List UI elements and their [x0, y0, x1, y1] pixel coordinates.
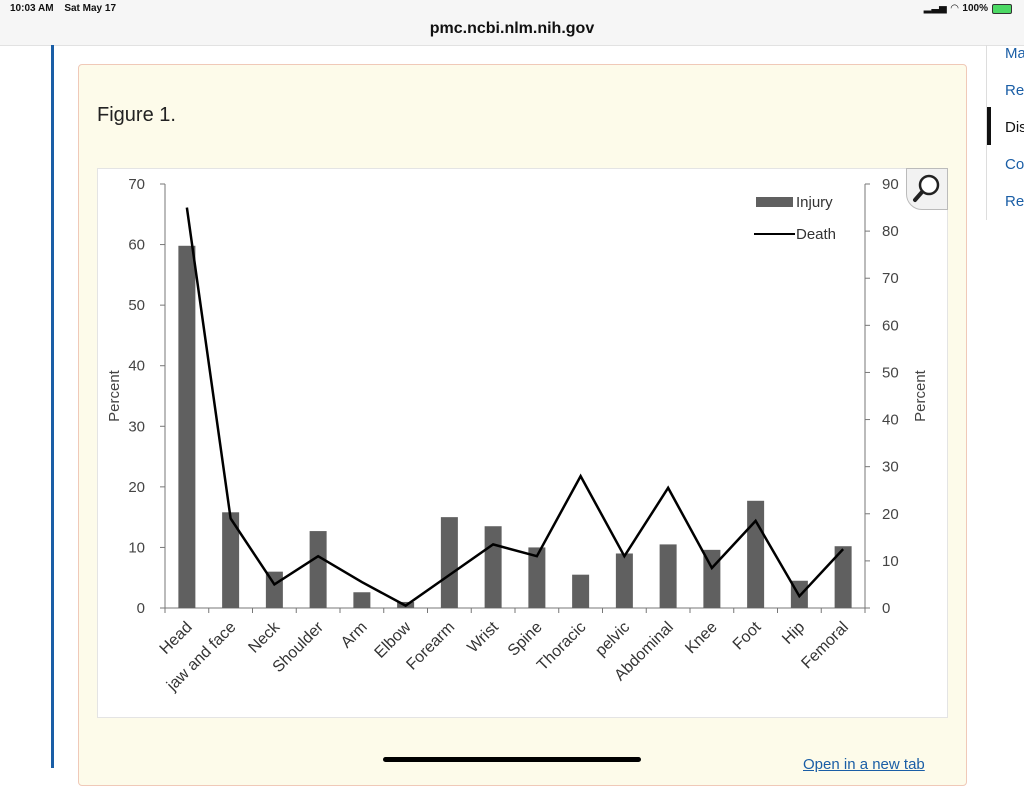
- status-left: 10:03 AM Sat May 17: [10, 3, 124, 14]
- battery-percent: 100%: [962, 3, 988, 14]
- bar-injury: [572, 575, 589, 608]
- line-death: [187, 208, 843, 606]
- x-tick-label: Hip: [779, 619, 808, 648]
- bar-injury: [310, 531, 327, 608]
- y-tick-label-right: 0: [882, 600, 890, 617]
- x-tick-label: Elbow: [372, 618, 415, 661]
- y-tick-label-right: 90: [882, 176, 899, 193]
- article-side-rule: [51, 45, 54, 768]
- y-tick-label-left: 0: [137, 600, 145, 617]
- nav-item-results[interactable]: Res: [1005, 82, 1024, 99]
- y-axis-title-right: Percent: [912, 369, 929, 422]
- section-nav: Ma Res Dis Co Ref: [986, 45, 1024, 220]
- y-tick-label-left: 40: [128, 358, 145, 375]
- wifi-icon: ◠: [951, 3, 959, 14]
- url-text[interactable]: pmc.ncbi.nlm.nih.gov: [430, 20, 594, 37]
- bar-injury: [747, 501, 764, 608]
- chart-container: 0 10 20 30 40 50 60 70 0 10 20 30 40 50 60 70 80 90 Percen…: [97, 168, 948, 718]
- bar-injury: [660, 544, 677, 608]
- chart-svg: 0 10 20 30 40 50 60 70 0 10 20 30 40 50 60 70 80 90 Percen…: [98, 169, 947, 717]
- y-tick-label-right: 40: [882, 412, 899, 429]
- x-tick-label: Spine: [505, 619, 546, 660]
- legend-label-injury: Injury: [796, 194, 833, 211]
- status-date: Sat May 17: [64, 3, 116, 14]
- x-tick-label: pelvic: [592, 619, 633, 660]
- y-tick-label-left: 20: [128, 479, 145, 496]
- y-tick-label-right: 70: [882, 270, 899, 287]
- y-axis-title-left: Percent: [106, 369, 123, 422]
- legend-swatch-injury: [756, 197, 793, 207]
- y-tick-label-left: 60: [128, 237, 145, 254]
- signal-icon: ▂▃▅: [924, 3, 947, 14]
- bar-injury: [616, 553, 633, 608]
- y-tick-label-right: 20: [882, 506, 899, 523]
- magnifier-icon: [907, 169, 947, 209]
- bar-injury: [441, 517, 458, 608]
- y-tick-label-left: 10: [128, 539, 145, 556]
- y-tick-label-left: 50: [128, 297, 145, 314]
- legend-label-death: Death: [796, 226, 836, 243]
- nav-active-indicator: [987, 107, 991, 145]
- y-tick-label-right: 30: [882, 459, 899, 476]
- status-right: ▂▃▅ ◠ 100%: [924, 3, 1012, 14]
- y-tick-label-right: 50: [882, 364, 899, 381]
- x-tick-label: Wrist: [464, 618, 502, 656]
- address-bar[interactable]: pmc.ncbi.nlm.nih.gov: [0, 18, 1024, 46]
- y-tick-label-left: 30: [128, 418, 145, 435]
- x-tick-label: Forearm: [403, 619, 458, 674]
- nav-item-methods[interactable]: Ma: [1005, 45, 1024, 62]
- figure-title: Figure 1.: [97, 104, 176, 127]
- y-tick-label-left: 70: [128, 176, 145, 193]
- status-time: 10:03 AM: [10, 3, 54, 14]
- battery-icon: [992, 4, 1012, 14]
- status-bar: 10:03 AM Sat May 17 ▂▃▅ ◠ 100%: [0, 0, 1024, 18]
- magnify-button[interactable]: [906, 168, 948, 210]
- x-tick-label: Head: [157, 619, 196, 658]
- y-tick-label-right: 80: [882, 223, 899, 240]
- x-tick-label: Neck: [245, 618, 284, 657]
- bar-injury: [353, 592, 370, 608]
- nav-item-discussion[interactable]: Dis: [1005, 119, 1024, 136]
- open-in-new-tab-link[interactable]: Open in a new tab: [803, 756, 925, 773]
- x-tick-label: Thoracic: [534, 619, 589, 674]
- bar-injury: [485, 526, 502, 608]
- x-tick-label: Arm: [338, 619, 371, 652]
- bar-injury: [178, 246, 195, 608]
- x-tick-label: Foot: [730, 618, 765, 653]
- y-tick-label-right: 60: [882, 317, 899, 334]
- nav-item-conclusion[interactable]: Co: [1005, 156, 1024, 173]
- nav-item-references[interactable]: Ref: [1005, 193, 1024, 210]
- y-tick-label-right: 10: [882, 553, 899, 570]
- x-tick-label: Knee: [682, 619, 721, 658]
- x-tick-label: Femoral: [798, 619, 852, 673]
- home-indicator: [383, 757, 641, 762]
